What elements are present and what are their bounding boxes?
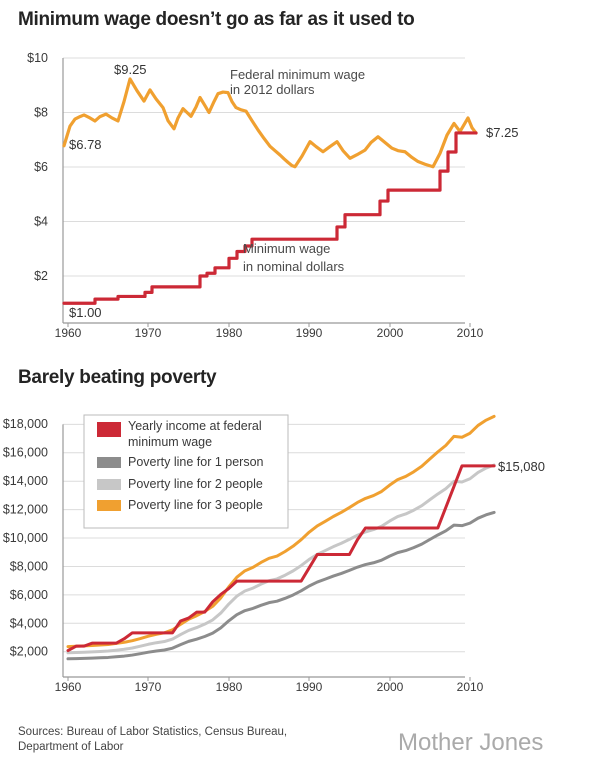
svg-text:Mother Jones: Mother Jones — [398, 729, 543, 756]
svg-text:$2,000: $2,000 — [10, 645, 48, 659]
svg-text:$10,000: $10,000 — [3, 531, 48, 545]
svg-text:$4,000: $4,000 — [10, 616, 48, 630]
svg-text:minimum wage: minimum wage — [128, 435, 212, 449]
svg-text:$2: $2 — [34, 269, 48, 283]
svg-text:$1.00: $1.00 — [69, 305, 102, 320]
svg-text:2010: 2010 — [457, 680, 484, 694]
svg-text:in nominal dollars: in nominal dollars — [243, 259, 345, 274]
svg-text:Poverty line for 1 person: Poverty line for 1 person — [128, 455, 264, 469]
svg-text:$4: $4 — [34, 215, 48, 229]
svg-text:Poverty line for 3 people: Poverty line for 3 people — [128, 498, 263, 512]
svg-text:$14,000: $14,000 — [3, 474, 48, 488]
svg-text:2000: 2000 — [377, 326, 404, 340]
svg-text:Department of Labor: Department of Labor — [18, 741, 124, 753]
svg-text:1980: 1980 — [216, 680, 243, 694]
svg-text:Poverty line for 2 people: Poverty line for 2 people — [128, 477, 263, 491]
svg-text:$6,000: $6,000 — [10, 588, 48, 602]
svg-text:$16,000: $16,000 — [3, 446, 48, 460]
svg-text:Yearly income at federal: Yearly income at federal — [128, 419, 262, 433]
svg-text:$9.25: $9.25 — [114, 62, 147, 77]
svg-text:Minimum wage doesn’t go as far: Minimum wage doesn’t go as far as it use… — [18, 9, 414, 30]
svg-text:$8: $8 — [34, 106, 48, 120]
svg-text:2000: 2000 — [377, 680, 404, 694]
svg-text:$12,000: $12,000 — [3, 503, 48, 517]
svg-text:$15,080: $15,080 — [498, 459, 545, 474]
svg-text:Federal minimum wage: Federal minimum wage — [230, 67, 365, 82]
svg-text:1990: 1990 — [296, 680, 323, 694]
svg-text:1970: 1970 — [135, 326, 162, 340]
svg-text:1970: 1970 — [135, 680, 162, 694]
svg-text:in 2012 dollars: in 2012 dollars — [230, 82, 315, 97]
svg-text:$10: $10 — [27, 51, 48, 65]
svg-text:$6: $6 — [34, 160, 48, 174]
svg-text:1980: 1980 — [216, 326, 243, 340]
svg-text:1960: 1960 — [55, 680, 82, 694]
svg-text:$7.25: $7.25 — [486, 125, 519, 140]
svg-text:1990: 1990 — [296, 326, 323, 340]
svg-text:Barely beating poverty: Barely beating poverty — [18, 367, 217, 388]
svg-text:1960: 1960 — [55, 326, 82, 340]
svg-text:2010: 2010 — [457, 326, 484, 340]
svg-text:Minimum wage: Minimum wage — [243, 241, 330, 256]
svg-text:$18,000: $18,000 — [3, 417, 48, 431]
svg-text:$8,000: $8,000 — [10, 560, 48, 574]
svg-text:$6.78: $6.78 — [69, 137, 102, 152]
svg-text:Sources: Bureau of Labor Stati: Sources: Bureau of Labor Statistics, Cen… — [18, 726, 287, 738]
